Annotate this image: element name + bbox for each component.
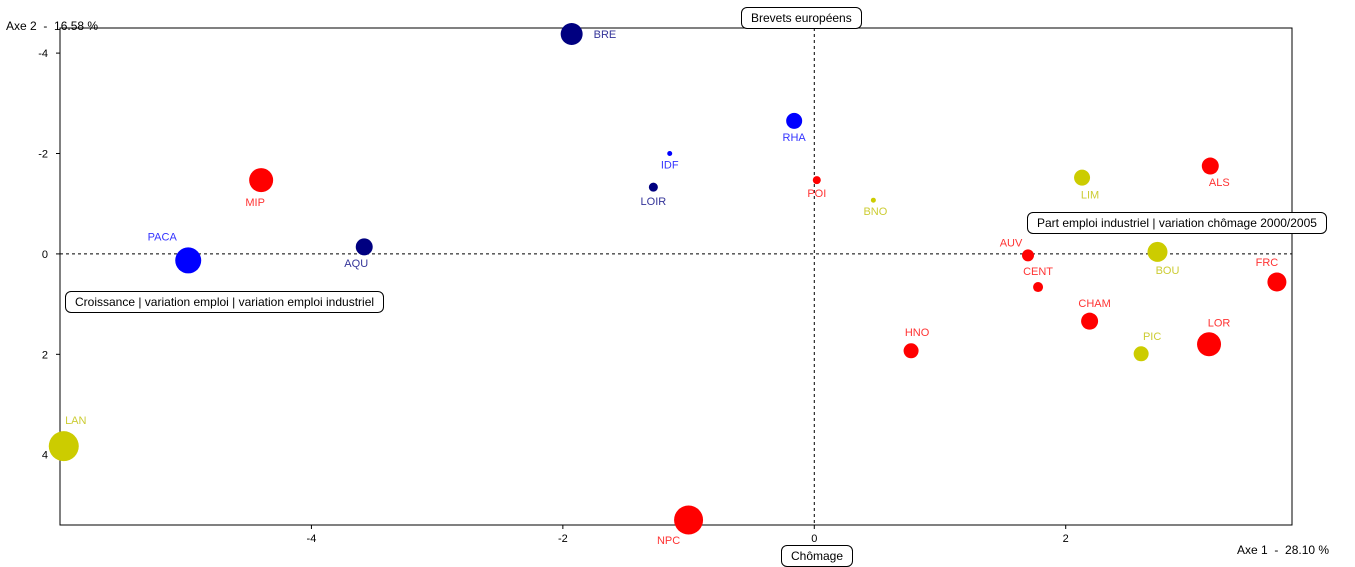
- point-bre: [560, 23, 583, 46]
- point-loir: [648, 182, 658, 192]
- y-axis-ticks: -4 -2 0 2 4: [38, 48, 60, 462]
- x-tick-label: 0: [811, 533, 817, 545]
- point-mip: [249, 168, 274, 193]
- point-als: [1201, 157, 1219, 175]
- point-idf: [667, 151, 673, 157]
- y-tick-label: 4: [42, 450, 48, 462]
- label-loir: LOIR: [641, 196, 667, 208]
- label-cham: CHAM: [1078, 298, 1110, 310]
- label-hno: HNO: [905, 327, 930, 339]
- point-paca: [175, 247, 202, 274]
- x-tick-label: -4: [307, 533, 317, 545]
- x-axis-title: Axe 1 - 28.10 %: [1237, 543, 1330, 557]
- x-tick-label: -2: [558, 533, 568, 545]
- point-npc: [674, 505, 704, 535]
- label-auv: AUV: [1000, 237, 1023, 249]
- point-cent: [1033, 282, 1044, 293]
- plot-frame: [59, 27, 1293, 526]
- point-rha: [786, 112, 803, 129]
- point-lan: [48, 431, 79, 462]
- label-paca: PACA: [148, 231, 178, 243]
- reference-lines: [60, 28, 1292, 525]
- point-pic: [1133, 346, 1149, 362]
- label-poi: POI: [807, 188, 826, 200]
- label-bou: BOU: [1156, 265, 1180, 277]
- label-mip: MIP: [245, 197, 265, 209]
- label-als: ALS: [1209, 177, 1230, 189]
- point-hno: [903, 343, 919, 359]
- y-tick-label: 2: [42, 349, 48, 361]
- data-points: [48, 23, 1287, 535]
- annotation-left: Croissance | variation emploi | variatio…: [65, 291, 385, 313]
- label-rha: RHA: [783, 132, 807, 144]
- x-axis-ticks: -4 -2 0 2: [307, 525, 1069, 545]
- label-npc: NPC: [657, 535, 680, 547]
- point-lim: [1074, 169, 1091, 186]
- point-lor: [1197, 332, 1222, 357]
- point-auv: [1022, 249, 1034, 262]
- y-tick-label: -2: [38, 149, 48, 161]
- label-lor: LOR: [1208, 317, 1231, 329]
- label-frc: FRC: [1256, 257, 1279, 269]
- label-bno: BNO: [863, 206, 887, 218]
- point-cham: [1081, 312, 1099, 330]
- point-labels: BRE RHA IDF LOIR MIP PACA AQU POI BNO LIM ALS AUV BO…: [65, 29, 1278, 547]
- label-cent: CENT: [1023, 266, 1053, 278]
- point-bou: [1147, 241, 1168, 262]
- y-tick-label: 0: [42, 249, 48, 261]
- point-poi: [812, 176, 821, 185]
- annotation-top: Brevets européens: [741, 7, 862, 29]
- annotation-right: Part emploi industriel | variation chôma…: [1027, 212, 1327, 234]
- label-pic: PIC: [1143, 331, 1161, 343]
- label-lim: LIM: [1081, 190, 1099, 202]
- label-idf: IDF: [661, 160, 679, 172]
- point-bno: [870, 197, 876, 203]
- y-axis-title: Axe 2 - 16.58 %: [6, 19, 99, 33]
- label-aqu: AQU: [344, 258, 368, 270]
- annotation-bottom: Chômage: [781, 545, 854, 567]
- x-tick-label: 2: [1063, 533, 1069, 545]
- point-aqu: [355, 238, 373, 256]
- point-frc: [1267, 272, 1287, 292]
- y-tick-label: -4: [38, 48, 48, 60]
- label-bre: BRE: [594, 29, 617, 41]
- label-lan: LAN: [65, 415, 86, 427]
